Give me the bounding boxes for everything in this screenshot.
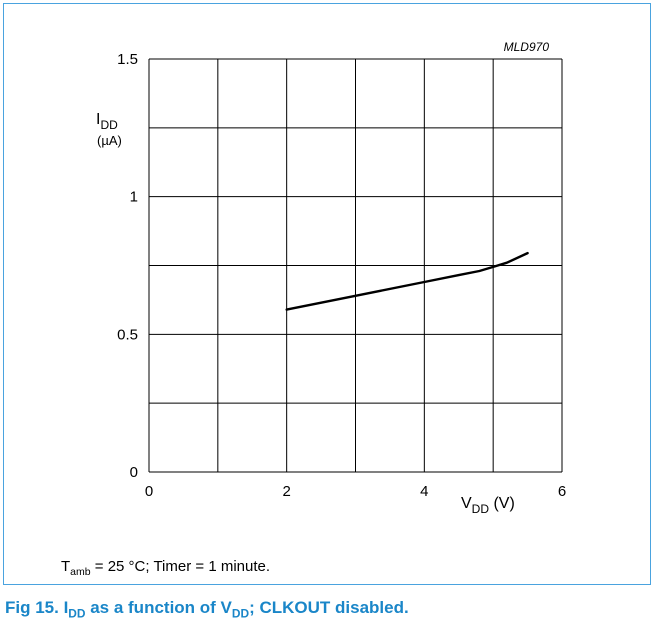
figure-code: MLD970 <box>504 40 550 54</box>
grid <box>148 58 563 473</box>
y-axis-unit: (µA) <box>97 133 122 148</box>
figure-caption: Fig 15. IDD as a function of VDD; CLKOUT… <box>5 598 409 621</box>
y-tick-label: 0.5 <box>117 326 138 343</box>
series <box>285 251 529 311</box>
y-axis-label: IDD <box>96 111 118 132</box>
x-tick-label: 6 <box>558 483 566 500</box>
figure-frame <box>3 3 651 585</box>
x-axis-label: VDD (V) <box>461 495 515 516</box>
series-line-0 <box>285 251 529 311</box>
y-tick-label: 1 <box>130 189 138 206</box>
x-tick-label: 4 <box>420 483 428 500</box>
y-tick-label: 1.5 <box>117 51 138 68</box>
x-tick-label: 0 <box>145 483 153 500</box>
conditions-note: Tamb = 25 °C; Timer = 1 minute. <box>61 558 271 578</box>
tick-labels: 0 2 4 6 0 0.5 1 1.5 <box>117 51 566 500</box>
x-tick-label: 2 <box>282 483 290 500</box>
y-tick-label: 0 <box>130 464 138 481</box>
